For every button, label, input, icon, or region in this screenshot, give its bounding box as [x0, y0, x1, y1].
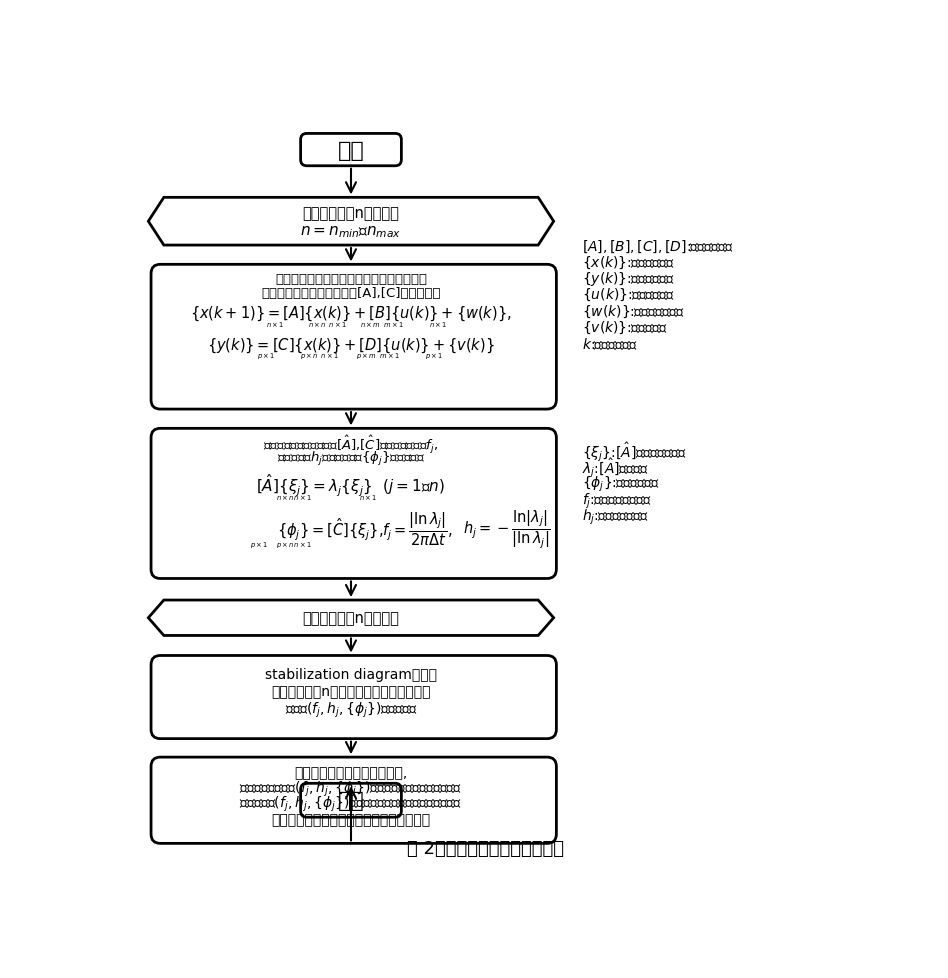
Text: $_{p\times 1}$: $_{p\times 1}$ — [250, 541, 269, 551]
Text: 抽出されたモード$(f_j, h_j, \{\phi_j\})$のデータ間の類似度に基づい: 抽出されたモード$(f_j, h_j, \{\phi_j\})$のデータ間の類似… — [240, 778, 463, 798]
Text: $\{u(k)\}$:入力ベクトル: $\{u(k)\}$:入力ベクトル — [582, 287, 675, 303]
Text: モード$(f_j, h_j, \{\phi_j\})$を抽出する: モード$(f_j, h_j, \{\phi_j\})$を抽出する — [284, 700, 417, 719]
Text: $_{n\times 1}$: $_{n\times 1}$ — [428, 320, 447, 330]
Text: $_{p\times m}\ _{m\times 1}$: $_{p\times m}\ _{m\times 1}$ — [356, 351, 400, 362]
Text: 終了: 終了 — [337, 790, 364, 811]
Text: システム次数nのループ: システム次数nのループ — [302, 610, 399, 626]
FancyBboxPatch shape — [301, 134, 401, 166]
Text: 推定されたシステム行列[$\hat{A}$],[$\hat{C}$]から固有振動数$f_j$,: 推定されたシステム行列[$\hat{A}$],[$\hat{C}$]から固有振動… — [264, 433, 439, 456]
Text: $\{\phi_j\}$:固有ベクトル: $\{\phi_j\}$:固有ベクトル — [582, 474, 660, 494]
Text: $\{\xi_j\}$:$[\hat{A}]$の固有ベクトル: $\{\xi_j\}$:$[\hat{A}]$の固有ベクトル — [582, 440, 686, 464]
FancyBboxPatch shape — [151, 656, 556, 739]
FancyBboxPatch shape — [151, 429, 556, 579]
Polygon shape — [148, 600, 554, 636]
Text: $\{y(k)\} = [C]\{x(k)\}+[D]\{u(k)\}+\{v(k)\}$: $\{y(k)\} = [C]\{x(k)\}+[D]\{u(k)\}+\{v(… — [208, 335, 495, 354]
Polygon shape — [148, 199, 554, 245]
Text: システム次数nのループ: システム次数nのループ — [302, 206, 399, 221]
Text: $_{p\times n}$$_{n\times 1}$: $_{p\times n}$$_{n\times 1}$ — [277, 541, 312, 551]
Text: ラスタ）の中心をモード同定結果とする。: ラスタ）の中心をモード同定結果とする。 — [271, 812, 430, 825]
Text: $\{x(k+1)\} = [A]\{x(k)\}+[B]\{u(k)\}+\{w(k)\},$: $\{x(k+1)\} = [A]\{x(k)\}+[B]\{u(k)\}+\{… — [191, 304, 512, 323]
Text: モード減衰$h_j$，モード形状$\{\phi_j\}$を算出する: モード減衰$h_j$，モード形状$\{\phi_j\}$を算出する — [277, 450, 425, 467]
Text: $n = n_{min}$～$n_{max}$: $n = n_{min}$～$n_{max}$ — [301, 224, 402, 240]
Text: $_{n\times n}$$_{n\times 1}$: $_{n\times n}$$_{n\times 1}$ — [277, 492, 312, 503]
Text: 階層型クラスタリングにより,: 階層型クラスタリングにより, — [295, 766, 408, 779]
Text: 図 2　モード同定の処理フロー: 図 2 モード同定の処理フロー — [408, 839, 564, 857]
FancyBboxPatch shape — [301, 783, 401, 818]
Text: $\{\phi_j\}=[\hat{C}]\{\xi_j\},$: $\{\phi_j\}=[\hat{C}]\{\xi_j\},$ — [278, 515, 384, 542]
Text: $_{n\times 1}$: $_{n\times 1}$ — [265, 320, 284, 330]
FancyBboxPatch shape — [151, 265, 556, 410]
Text: システム次数nによらず安定して得られる: システム次数nによらず安定して得られる — [271, 685, 430, 698]
Text: $_{p\times 1}$: $_{p\times 1}$ — [426, 351, 444, 362]
Text: $[A],[B],[C],[D]$:システム行列: $[A],[B],[C],[D]$:システム行列 — [582, 239, 734, 254]
FancyBboxPatch shape — [151, 757, 556, 843]
Text: $_{n\times 1}$: $_{n\times 1}$ — [359, 492, 377, 503]
Text: $_{n\times m}\ _{m\times 1}$: $_{n\times m}\ _{m\times 1}$ — [360, 320, 404, 330]
Text: $_{p\times 1}$: $_{p\times 1}$ — [257, 351, 275, 362]
Text: $[\hat{A}]\{\xi_j\}= \lambda_j\{\xi_j\}$  $(j = 1$～$n)$: $[\hat{A}]\{\xi_j\}= \lambda_j\{\xi_j\}$… — [256, 471, 446, 498]
Text: $f_j = \dfrac{|\ln\lambda_j|}{2\pi\Delta t},$: $f_j = \dfrac{|\ln\lambda_j|}{2\pi\Delta… — [382, 511, 453, 548]
Text: $h_j$:モード減衰定数: $h_j$:モード減衰定数 — [582, 507, 648, 526]
Text: $_{p\times n}\ _{n\times 1}$: $_{p\times n}\ _{n\times 1}$ — [301, 351, 339, 362]
Text: $_{n\times n}\ _{n\times 1}$: $_{n\times n}\ _{n\times 1}$ — [308, 320, 347, 330]
Text: $h_j = -\dfrac{\ln|\lambda_j|}{|\ln\lambda_j|}$: $h_j = -\dfrac{\ln|\lambda_j|}{|\ln\lamb… — [464, 508, 552, 550]
Text: $\{v(k)\}$:観測ノイズ: $\{v(k)\}$:観測ノイズ — [582, 319, 667, 335]
Text: stabilization diagramを描き: stabilization diagramを描き — [265, 667, 437, 682]
Text: $\{w(k)\}$:プロセスノイズ: $\{w(k)\}$:プロセスノイズ — [582, 303, 684, 320]
Text: $f_j$:非減衰固有振動数: $f_j$:非減衰固有振動数 — [582, 491, 651, 511]
Text: $\{y(k)\}$:出力ベクトル: $\{y(k)\}$:出力ベクトル — [582, 270, 674, 288]
Text: 開始: 開始 — [337, 141, 364, 160]
Text: （確率的）部分空間法より，観測記録から: （確率的）部分空間法より，観測記録から — [275, 273, 427, 286]
Text: $\{x(k)\}$:状態ベクトル: $\{x(k)\}$:状態ベクトル — [582, 254, 674, 271]
Text: $k$:時間ステップ: $k$:時間ステップ — [582, 335, 638, 351]
Text: 状態方程式のシステム行列[A],[C]を推定する: 状態方程式のシステム行列[A],[C]を推定する — [262, 287, 441, 299]
Text: て，モード$(f_j, h_j, \{\phi_j\})$をグループ分けする。グループ（ク: て，モード$(f_j, h_j, \{\phi_j\})$をグループ分けする。グ… — [240, 794, 463, 813]
Text: $\lambda_j$:$[\hat{A}]$の固有値: $\lambda_j$:$[\hat{A}]$の固有値 — [582, 457, 649, 480]
